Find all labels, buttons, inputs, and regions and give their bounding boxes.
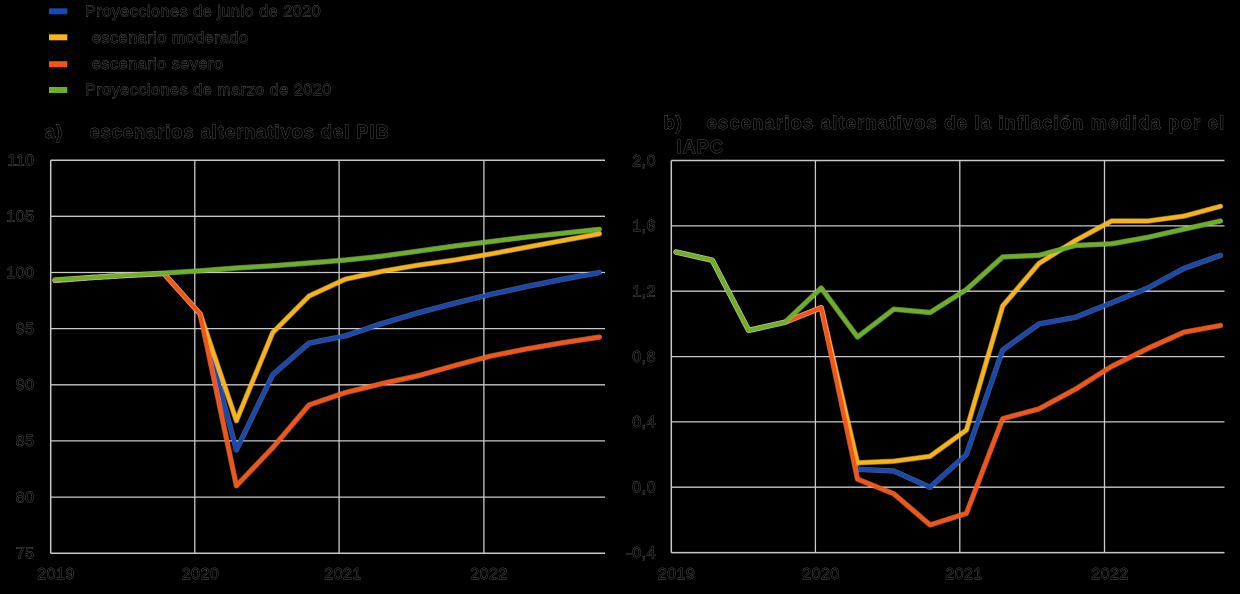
svg-text:IAPC: IAPC: [677, 137, 724, 157]
svg-text:100: 100: [6, 265, 34, 282]
svg-text:b): b): [664, 113, 683, 133]
svg-text:2019: 2019: [658, 566, 696, 583]
svg-text:Proyecciones de marzo de 2020: Proyecciones de marzo de 2020: [85, 82, 332, 99]
svg-text:-0,4: -0,4: [626, 545, 656, 562]
svg-text:2,0: 2,0: [632, 153, 656, 170]
svg-text:2020: 2020: [182, 566, 220, 583]
svg-text:75: 75: [16, 546, 35, 563]
svg-text:90: 90: [16, 377, 35, 394]
svg-text:2022: 2022: [1091, 566, 1129, 583]
svg-text:105: 105: [6, 209, 34, 226]
svg-text:escenarios alternativos de la: escenarios alternativos de la inflación …: [707, 113, 1226, 133]
svg-text:escenario severo: escenario severo: [92, 56, 223, 73]
svg-text:2020: 2020: [802, 566, 840, 583]
svg-text:escenario moderado: escenario moderado: [92, 30, 249, 47]
svg-text:1,2: 1,2: [632, 284, 656, 301]
svg-text:0,8: 0,8: [632, 349, 656, 366]
svg-text:2022: 2022: [470, 566, 508, 583]
svg-text:0,0: 0,0: [632, 480, 656, 497]
svg-text:95: 95: [16, 321, 35, 338]
svg-text:2021: 2021: [945, 566, 983, 583]
svg-text:1,6: 1,6: [632, 218, 656, 235]
svg-text:0,4: 0,4: [632, 414, 656, 431]
svg-text:80: 80: [16, 489, 35, 506]
svg-text:85: 85: [16, 433, 35, 450]
svg-text:2019: 2019: [37, 566, 75, 583]
svg-text:escenarios alternativos del PI: escenarios alternativos del PIB: [90, 122, 390, 142]
svg-text:2021: 2021: [324, 566, 362, 583]
svg-text:110: 110: [7, 153, 34, 170]
svg-text:a): a): [45, 122, 63, 142]
svg-text:Proyecciones de junio de 2020: Proyecciones de junio de 2020: [85, 4, 321, 21]
